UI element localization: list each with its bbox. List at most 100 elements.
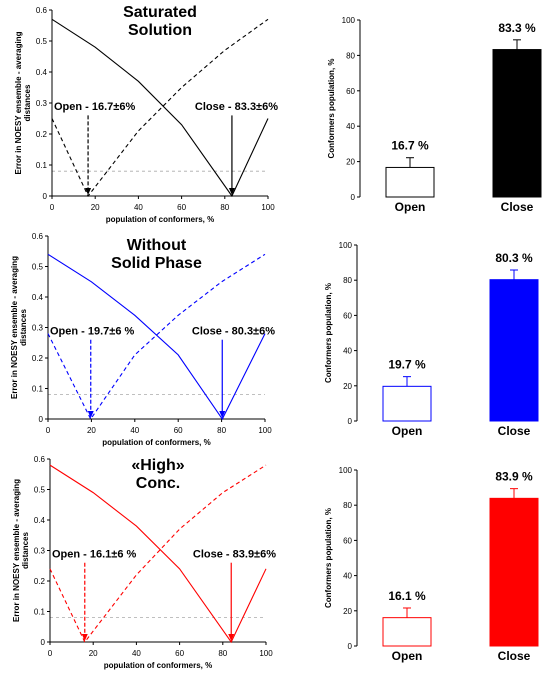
- category-label: Close: [498, 424, 531, 438]
- bar-chart-3: 0 20 40 60 80 100 Conformers population, % 19.7…: [324, 241, 539, 438]
- chart-title: Saturated: [123, 4, 197, 21]
- line-chart-2: 0 0.1 0.2 0.3 0.4 0.5 0.6 0 20 40 60 80 100 populatio…: [10, 232, 275, 447]
- y-tick-label: 0: [351, 193, 356, 202]
- y-tick-label: 0.3: [36, 99, 48, 108]
- open-error-curve: [51, 18, 269, 198]
- bar-open: [385, 166, 435, 198]
- y-axis-label: Conformers population, %: [324, 283, 333, 383]
- x-tick-label: 100: [259, 649, 273, 658]
- bar-close: [489, 279, 539, 422]
- close-error-curve: [51, 18, 269, 198]
- x-tick-label: 80: [217, 426, 226, 435]
- x-tick-label: 20: [87, 426, 96, 435]
- y-tick-label: 0.3: [34, 547, 46, 556]
- line-chart-0: 0 0.1 0.2 0.3 0.4 0.5 0.6 0 20 40 60 80 100 populatio…: [14, 4, 278, 224]
- category-label: Close: [498, 649, 531, 663]
- x-tick-label: 0: [48, 649, 53, 658]
- chart-title: «High»: [131, 457, 184, 474]
- y-axis-label-line2: distances: [23, 84, 32, 121]
- y-tick-label: 80: [346, 51, 355, 60]
- y-tick-label: 0.1: [36, 161, 48, 170]
- y-axis-label-line2: distances: [21, 531, 30, 568]
- x-tick-label: 100: [261, 203, 275, 212]
- bar-value-label: 83.3 %: [498, 21, 536, 35]
- y-tick-label: 0.5: [36, 37, 48, 46]
- y-tick-label: 0.2: [32, 354, 44, 363]
- x-tick-label: 100: [258, 426, 272, 435]
- y-tick-label: 60: [343, 536, 352, 545]
- bar-value-label: 83.9 %: [495, 470, 533, 484]
- x-tick-label: 40: [132, 649, 141, 658]
- x-axis-label: population of conformers, %: [106, 215, 214, 224]
- chart-title-line2: Solid Phase: [111, 255, 202, 272]
- bar-close: [492, 49, 542, 198]
- y-axis-label: Error in NOESY ensemble - averaging: [14, 31, 23, 174]
- x-tick-label: 20: [89, 649, 98, 658]
- bar-open: [382, 385, 432, 422]
- y-tick-label: 0: [39, 415, 44, 424]
- open-annotation: Open - 16.1±6 %: [52, 549, 137, 561]
- y-tick-label: 60: [343, 311, 352, 320]
- bar-open: [382, 617, 432, 647]
- x-axis-label: population of conformers, %: [102, 438, 210, 447]
- open-annotation: Open - 16.7±6%: [54, 101, 135, 113]
- y-tick-label: 80: [343, 501, 352, 510]
- x-axis-label: population of conformers, %: [104, 661, 212, 670]
- y-tick-label: 0.6: [34, 455, 46, 464]
- x-tick-label: 60: [175, 649, 184, 658]
- arrow-head: [228, 188, 235, 195]
- open-annotation: Open - 19.7±6 %: [50, 326, 135, 338]
- chart-title-line2: Conc.: [136, 475, 180, 492]
- y-tick-label: 100: [339, 466, 353, 475]
- chart-title: Without: [127, 237, 187, 254]
- y-tick-label: 0.4: [32, 293, 44, 302]
- x-tick-label: 80: [218, 649, 227, 658]
- bar-close: [489, 497, 539, 647]
- y-axis-label: Error in NOESY ensemble - averaging: [10, 256, 19, 399]
- y-tick-label: 40: [343, 572, 352, 581]
- arrow-head: [81, 634, 88, 641]
- line-chart-4: 0 0.1 0.2 0.3 0.4 0.5 0.6 0 20 40 60 80 100 populatio…: [12, 455, 276, 670]
- y-tick-label: 0.3: [32, 324, 44, 333]
- y-tick-label: 20: [346, 158, 355, 167]
- arrow-head: [87, 411, 94, 418]
- bar-chart-1: 0 20 40 60 80 100 Conformers population, % 16.7…: [327, 16, 542, 214]
- close-annotation: Close - 83.9±6%: [193, 549, 276, 561]
- y-tick-label: 0: [43, 192, 48, 201]
- y-tick-label: 0.1: [34, 608, 46, 617]
- x-tick-label: 60: [174, 426, 183, 435]
- y-tick-label: 0: [41, 638, 46, 647]
- y-tick-label: 80: [343, 276, 352, 285]
- y-tick-label: 0.5: [32, 263, 44, 272]
- arrow-head: [219, 411, 226, 418]
- close-annotation: Close - 83.3±6%: [195, 101, 278, 113]
- x-tick-label: 80: [220, 203, 229, 212]
- y-tick-label: 0: [348, 417, 353, 426]
- y-tick-label: 0.4: [36, 68, 48, 77]
- y-tick-label: 100: [342, 16, 356, 25]
- bar-chart-5: 0 20 40 60 80 100 Conformers population, % 16.1…: [324, 466, 539, 663]
- category-label: Open: [395, 200, 426, 214]
- y-axis-label: Conformers population, %: [327, 59, 336, 159]
- chart-title-line2: Solution: [128, 22, 192, 39]
- y-tick-label: 0.4: [34, 516, 46, 525]
- arrow-head: [228, 634, 235, 641]
- y-tick-label: 0.1: [32, 385, 44, 394]
- y-tick-label: 0.2: [36, 130, 48, 139]
- x-tick-label: 40: [130, 426, 139, 435]
- y-tick-label: 100: [339, 241, 353, 250]
- x-tick-label: 60: [177, 203, 186, 212]
- arrow-head: [85, 188, 92, 195]
- bar-value-label: 16.1 %: [388, 589, 426, 603]
- y-tick-label: 60: [346, 87, 355, 96]
- y-tick-label: 0.6: [32, 232, 44, 241]
- open-error-curve: [47, 253, 266, 421]
- category-label: Open: [392, 424, 423, 438]
- y-tick-label: 0.5: [34, 486, 46, 495]
- close-annotation: Close - 80.3±6%: [192, 326, 275, 338]
- close-error-curve: [47, 253, 266, 421]
- category-label: Open: [392, 649, 423, 663]
- bar-value-label: 16.7 %: [391, 139, 429, 153]
- y-tick-label: 40: [343, 347, 352, 356]
